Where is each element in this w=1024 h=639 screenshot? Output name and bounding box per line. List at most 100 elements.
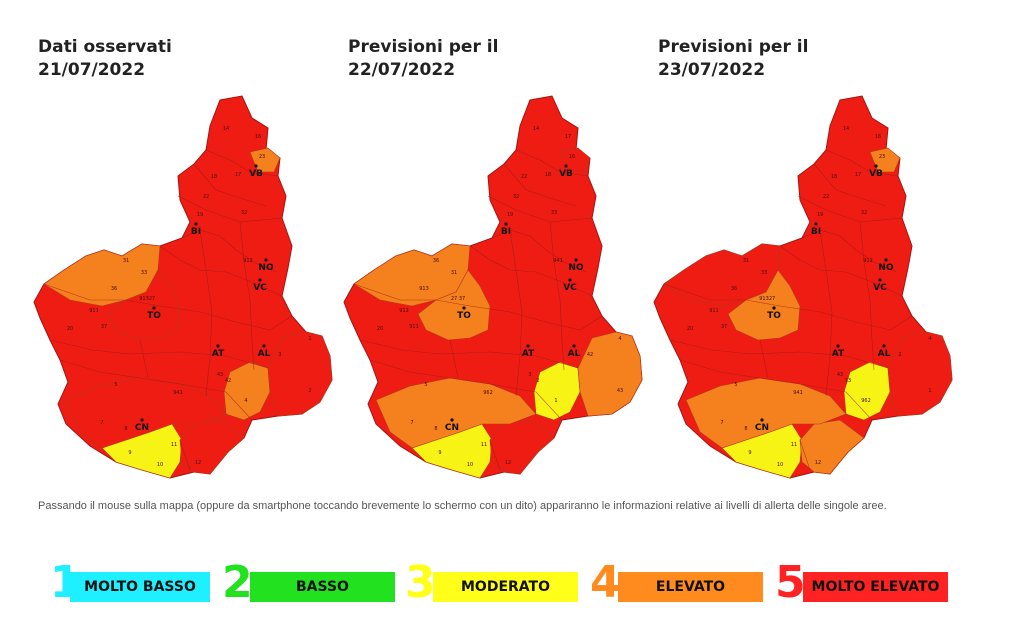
alert-zone[interactable] bbox=[223, 361, 271, 421]
zone-boundary bbox=[193, 163, 267, 207]
zone-boundary bbox=[819, 229, 833, 397]
alert-zone[interactable] bbox=[179, 419, 245, 475]
zone-boundary bbox=[177, 195, 283, 223]
zone-number-label: 22 bbox=[203, 194, 209, 200]
legend-number-2: 2 bbox=[222, 557, 253, 608]
zone-number-label: 10 bbox=[467, 462, 473, 468]
zone-boundary bbox=[813, 163, 887, 207]
city-dot bbox=[760, 418, 764, 422]
legend-item-4: 4 ELEVATO bbox=[590, 559, 765, 607]
zone-number-label: 13 bbox=[845, 378, 851, 384]
city-label: VC bbox=[253, 283, 267, 293]
legend-label-3: MODERATO bbox=[433, 572, 578, 602]
zone-number-label: 43 bbox=[617, 388, 623, 394]
zone-number-label: 18 bbox=[831, 174, 837, 180]
alert-zone[interactable] bbox=[799, 419, 865, 475]
city-label: VB bbox=[249, 169, 263, 179]
city-dot bbox=[258, 278, 262, 282]
zone-boundary bbox=[49, 339, 269, 369]
zone-number-label: 36 bbox=[433, 258, 439, 264]
zone-number-label: 962 bbox=[483, 390, 493, 396]
zone-number-label: 32 bbox=[513, 194, 519, 200]
title-line-1: Previsioni per il bbox=[348, 37, 499, 57]
city-label: VB bbox=[559, 169, 573, 179]
zone-number-label: 42 bbox=[225, 378, 231, 384]
zone-number-label: 911 bbox=[709, 308, 719, 314]
zone-number-label: 33 bbox=[551, 210, 557, 216]
zone-number-label: 31 bbox=[123, 258, 129, 264]
zone-boundary bbox=[159, 245, 283, 297]
city-dot bbox=[254, 164, 258, 168]
legend-label-1: MOLTO BASSO bbox=[70, 572, 210, 602]
zone-boundary bbox=[503, 163, 577, 207]
zone-number-label: 27 bbox=[769, 296, 775, 302]
zone-boundary bbox=[799, 439, 811, 471]
city-dot bbox=[262, 344, 266, 348]
city-dot bbox=[574, 258, 578, 262]
zone-number-label: 36 bbox=[731, 286, 737, 292]
alert-zone[interactable] bbox=[887, 331, 953, 417]
zone-number-label: 17 bbox=[855, 172, 861, 178]
zone-number-label: 913 bbox=[759, 296, 769, 302]
zone-number-label: 16 bbox=[875, 134, 881, 140]
zone-boundary bbox=[179, 439, 191, 471]
legend: 1 MOLTO BASSO 2 BASSO 3 MODERATO 4 ELEVA… bbox=[50, 559, 950, 607]
alert-zone[interactable] bbox=[533, 361, 581, 421]
alert-zone[interactable] bbox=[267, 331, 333, 417]
zone-boundary bbox=[359, 339, 579, 369]
city-label: AL bbox=[878, 349, 891, 359]
city-dot bbox=[882, 344, 886, 348]
city-dot bbox=[572, 344, 576, 348]
zone-number-label: 962 bbox=[861, 398, 871, 404]
zone-number-label: 1 bbox=[928, 388, 931, 394]
zone-number-label: 33 bbox=[141, 270, 147, 276]
title-line-2: 22/07/2022 bbox=[348, 60, 456, 80]
city-label: CN bbox=[135, 423, 149, 433]
alert-zone[interactable] bbox=[577, 331, 643, 417]
city-dot bbox=[140, 418, 144, 422]
zone-number-label: 22 bbox=[521, 174, 527, 180]
zone-boundary bbox=[353, 283, 603, 331]
zone-boundary bbox=[797, 195, 903, 223]
zone-number-label: 2 bbox=[898, 352, 901, 358]
zone-number-label: 37 bbox=[459, 296, 465, 302]
zone-number-label: 11 bbox=[481, 442, 487, 448]
alert-zone[interactable] bbox=[727, 269, 801, 341]
zone-boundary bbox=[205, 149, 279, 177]
zone-number-label: 8 bbox=[124, 426, 127, 432]
zone-number-label: 11 bbox=[791, 442, 797, 448]
zone-boundary bbox=[859, 221, 875, 371]
zone-number-label: 11 bbox=[171, 442, 177, 448]
zone-number-label: 17 bbox=[565, 134, 571, 140]
zone-number-label: 32 bbox=[241, 210, 247, 216]
city-dot bbox=[194, 222, 198, 226]
zone-boundary bbox=[239, 221, 255, 371]
zone-number-label: 911 bbox=[409, 324, 419, 330]
city-dot bbox=[878, 278, 882, 282]
alert-zone[interactable] bbox=[489, 419, 555, 475]
alert-zone[interactable] bbox=[843, 361, 891, 421]
city-dot bbox=[564, 164, 568, 168]
city-label: TO bbox=[147, 311, 161, 321]
city-dot bbox=[216, 344, 220, 348]
zone-number-label: 912 bbox=[399, 308, 409, 314]
zone-boundary bbox=[181, 229, 277, 273]
zone-number-label: 14 bbox=[223, 126, 229, 132]
city-label: AL bbox=[258, 349, 271, 359]
zone-number-label: 43 bbox=[837, 372, 843, 378]
zone-number-label: 12 bbox=[815, 460, 821, 466]
city-dot bbox=[504, 222, 508, 226]
zone-boundary bbox=[515, 149, 589, 177]
alert-zone[interactable] bbox=[417, 269, 491, 341]
zone-boundary bbox=[669, 339, 889, 369]
zone-number-label: 7 bbox=[100, 420, 103, 426]
city-dot bbox=[884, 258, 888, 262]
legend-label-5: MOLTO ELEVATO bbox=[803, 572, 948, 602]
alert-zone[interactable] bbox=[107, 269, 181, 341]
zone-boundary bbox=[199, 229, 213, 397]
zone-boundary bbox=[369, 359, 563, 421]
